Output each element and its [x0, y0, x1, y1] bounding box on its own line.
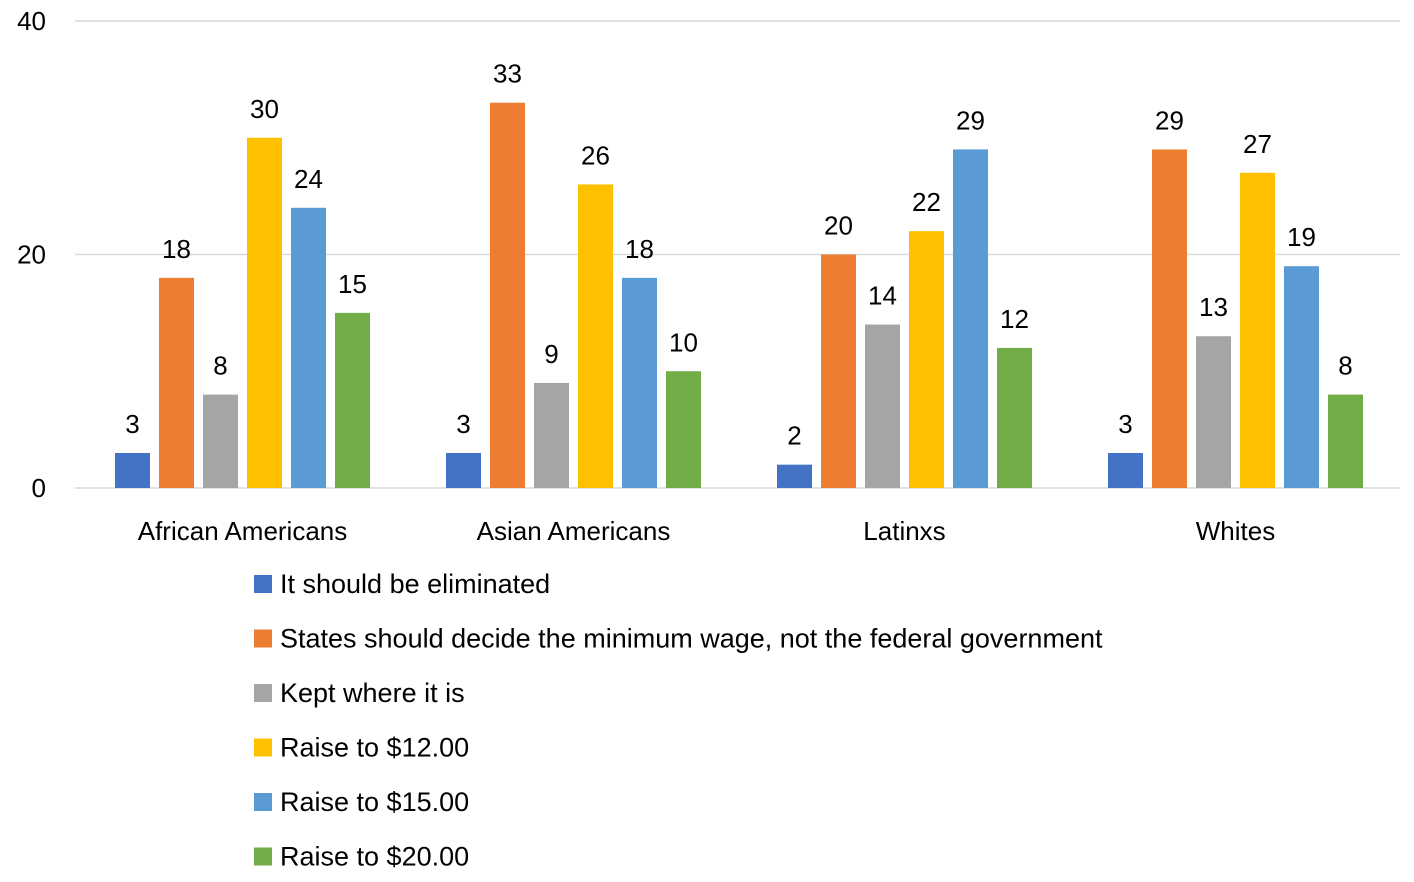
bar [115, 452, 150, 488]
bar [291, 207, 326, 489]
data-label: 26 [581, 140, 610, 170]
data-label: 18 [625, 234, 654, 264]
bar [821, 254, 856, 488]
y-axis-ticks: 0 20 40 [17, 6, 46, 503]
legend: It should be eliminated States should dec… [254, 569, 1103, 872]
bar [1152, 149, 1187, 489]
bar [335, 312, 370, 488]
data-label: 24 [294, 164, 323, 194]
data-label: 3 [456, 409, 470, 439]
data-label: 2 [787, 421, 801, 451]
y-tick-label: 40 [17, 6, 46, 36]
bar [490, 102, 525, 488]
legend-swatch [254, 847, 272, 866]
legend-label: It should be eliminated [280, 569, 550, 599]
bar [203, 394, 238, 488]
data-label: 18 [162, 234, 191, 264]
legend-label: Kept where it is [280, 678, 465, 708]
data-labels: 3188302415333926181022014222912329132719… [125, 59, 1352, 451]
bar [622, 277, 657, 488]
data-label: 20 [824, 211, 853, 241]
x-tick-label: Asian Americans [477, 516, 671, 546]
x-axis-categories: African Americans Asian Americans Latinxs W… [138, 516, 1276, 546]
data-label: 15 [338, 269, 367, 299]
bars [115, 102, 1363, 489]
bar [865, 324, 900, 488]
data-label: 13 [1199, 292, 1228, 322]
data-label: 3 [1118, 409, 1132, 439]
legend-label: Raise to $20.00 [280, 842, 469, 872]
bar [953, 149, 988, 489]
legend-swatch [254, 575, 272, 593]
bar [446, 452, 481, 488]
bar [578, 184, 613, 488]
bar [1284, 266, 1319, 488]
data-label: 22 [912, 187, 941, 217]
legend-swatch [254, 629, 272, 648]
bar [247, 137, 282, 488]
data-label: 9 [544, 339, 558, 369]
legend-swatch [254, 684, 272, 702]
bar [777, 464, 812, 488]
bar [1328, 394, 1363, 488]
y-tick-label: 0 [32, 473, 46, 503]
x-tick-label: Latinxs [863, 516, 945, 546]
data-label: 29 [1155, 105, 1184, 135]
data-label: 29 [956, 105, 985, 135]
legend-swatch [254, 738, 272, 757]
legend-label: Raise to $12.00 [280, 733, 469, 763]
bar [909, 231, 944, 488]
data-label: 14 [868, 281, 897, 311]
bar [1108, 452, 1143, 488]
bar [1196, 336, 1231, 488]
data-label: 8 [1338, 351, 1352, 381]
data-label: 3 [125, 409, 139, 439]
data-label: 27 [1243, 129, 1272, 159]
bar [159, 277, 194, 488]
data-label: 8 [213, 351, 227, 381]
data-label: 33 [493, 59, 522, 89]
data-label: 12 [1000, 304, 1029, 334]
bar [666, 371, 701, 488]
data-label: 19 [1287, 222, 1316, 252]
x-tick-label: Whites [1196, 516, 1275, 546]
bar [1240, 172, 1275, 488]
x-tick-label: African Americans [138, 516, 348, 546]
legend-swatch [254, 793, 272, 811]
legend-label: Raise to $15.00 [280, 787, 469, 817]
legend-label: States should decide the minimum wage, n… [280, 624, 1103, 654]
y-tick-label: 20 [17, 240, 46, 270]
data-label: 10 [669, 327, 698, 357]
data-label: 30 [250, 94, 279, 124]
bar [997, 347, 1032, 488]
bar [534, 382, 569, 488]
